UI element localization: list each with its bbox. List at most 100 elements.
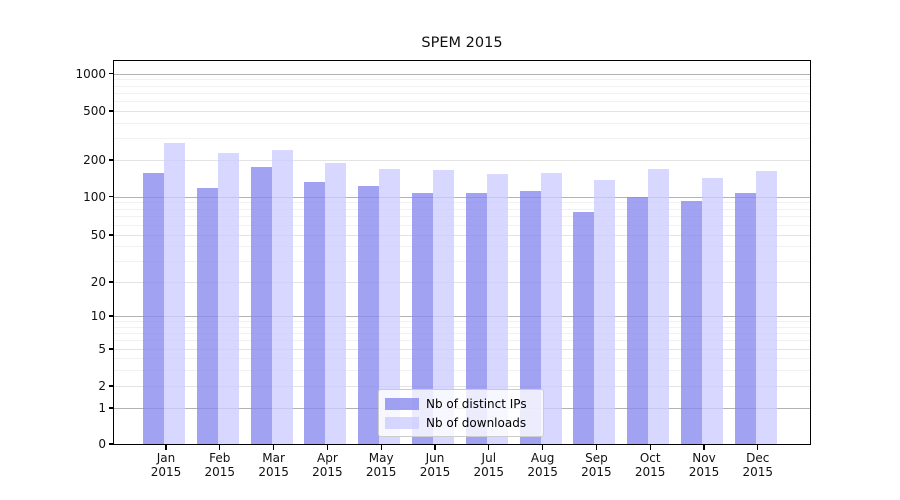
x-tick-month: Jun (425, 451, 445, 465)
x-tick-year: 2015 (742, 464, 774, 479)
x-tick-year: 2015 (258, 464, 289, 479)
chart-title: SPEM 2015 (421, 35, 503, 51)
bar-jun-distinct-ips (412, 193, 433, 444)
x-tick-mark (703, 444, 705, 450)
gridline-5 (114, 349, 810, 350)
x-tick-month: Mar (262, 451, 285, 465)
bar-feb-downloads (217, 152, 239, 444)
bar-jan-distinct-ips (143, 173, 164, 444)
gridline-70 (114, 216, 810, 218)
bar-mar-downloads (271, 149, 293, 444)
x-tick-label-feb: Feb 2015 (188, 451, 252, 479)
bar-jun-downloads (433, 170, 454, 444)
legend: Nb of distinct IPs Nb of downloads (378, 389, 544, 437)
x-tick-year: 2015 (150, 464, 182, 479)
y-tick-label-20: 20 (90, 275, 106, 289)
bar-oct-distinct-ips (627, 196, 649, 444)
y-tick-label-5: 5 (98, 342, 106, 356)
x-tick-label-sep: Sep 2015 (564, 451, 628, 479)
x-tick-label-jun: Jun 2015 (403, 451, 467, 479)
gridline-20 (114, 282, 810, 283)
y-tick-label-2: 2 (98, 379, 106, 393)
x-tick-month: May (368, 451, 394, 465)
x-tick-year: 2015 (688, 464, 720, 479)
legend-swatch-distinct-ips (385, 397, 419, 410)
legend-swatch-downloads (385, 416, 419, 429)
x-tick-label-dec: Dec 2015 (726, 451, 790, 479)
y-tick-label-0: 0 (98, 437, 106, 451)
y-tick-mark (108, 348, 114, 350)
gridline-200 (114, 160, 810, 161)
gridline-60 (114, 224, 810, 226)
x-tick-year: 2015 (634, 464, 666, 479)
bar-sep-distinct-ips (573, 211, 595, 444)
bar-dec-downloads (755, 171, 777, 444)
x-tick-month: Sep (585, 451, 608, 465)
bar-may-downloads (379, 169, 401, 444)
y-tick-mark (108, 110, 114, 112)
legend-label-distinct-ips: Nb of distinct IPs (426, 396, 527, 411)
gridline-400 (114, 122, 810, 124)
bar-mar-distinct-ips (250, 166, 272, 444)
bar-nov-downloads (702, 178, 723, 444)
x-tick-mark (595, 444, 597, 450)
x-tick-mark (542, 444, 544, 450)
bar-apr-downloads (325, 163, 347, 444)
x-tick-month: Dec (746, 451, 770, 465)
y-tick-mark (108, 443, 114, 445)
x-tick-label-nov: Nov 2015 (672, 451, 736, 479)
gridline-100 (114, 196, 810, 198)
x-tick-mark (219, 444, 221, 450)
y-tick-mark (108, 281, 114, 283)
x-tick-label-oct: Oct 2015 (618, 451, 682, 479)
gridline-10 (114, 316, 810, 317)
x-tick-mark (757, 444, 759, 450)
gridline-6 (114, 340, 810, 342)
y-tick-mark (108, 385, 114, 387)
x-tick-label-may: May 2015 (349, 451, 413, 479)
gridline-600 (114, 101, 810, 103)
x-tick-label-jan: Jan 2015 (134, 451, 198, 479)
legend-label-downloads: Nb of downloads (426, 415, 527, 430)
x-tick-month: Oct (639, 451, 661, 465)
y-tick-mark (108, 159, 114, 161)
x-tick-month: Aug (530, 451, 555, 465)
gridline-900 (114, 79, 810, 81)
bar-jul-downloads (486, 174, 508, 444)
y-tick-label-1: 1 (98, 401, 106, 415)
gridline-30 (114, 261, 810, 263)
gridline-1000 (114, 73, 810, 75)
legend-item-downloads: Nb of downloads (385, 414, 537, 432)
bar-jul-distinct-ips (465, 192, 487, 444)
y-tick-mark (108, 234, 114, 236)
gridline-80 (114, 208, 810, 210)
x-tick-label-mar: Mar 2015 (242, 451, 306, 479)
gridline-7 (114, 332, 810, 334)
x-tick-year: 2015 (419, 464, 451, 479)
y-tick-label-1000: 1000 (75, 66, 106, 81)
legend-item-distinct-ips: Nb of distinct IPs (385, 395, 537, 413)
gridline-8 (114, 326, 810, 328)
x-tick-mark (380, 444, 382, 450)
y-tick-mark (108, 407, 114, 409)
bar-may-distinct-ips (358, 186, 380, 444)
x-tick-label-aug: Aug 2015 (511, 451, 575, 479)
x-tick-mark (434, 444, 436, 450)
x-tick-label-jul: Jul 2015 (457, 451, 521, 479)
x-tick-year: 2015 (473, 464, 505, 479)
x-tick-year: 2015 (312, 464, 343, 479)
bar-apr-distinct-ips (304, 182, 326, 444)
y-tick-label-50: 50 (90, 228, 106, 242)
x-tick-mark (165, 444, 167, 450)
gridline-3 (114, 369, 810, 371)
gridline-300 (114, 138, 810, 140)
y-tick-mark (108, 315, 114, 317)
gridline-800 (114, 85, 810, 87)
gridline-9 (114, 321, 810, 323)
gridline-700 (114, 92, 810, 94)
bar-oct-downloads (648, 169, 670, 444)
x-tick-month: Feb (209, 451, 231, 465)
x-tick-year: 2015 (365, 464, 397, 479)
gridline-4 (114, 358, 810, 359)
